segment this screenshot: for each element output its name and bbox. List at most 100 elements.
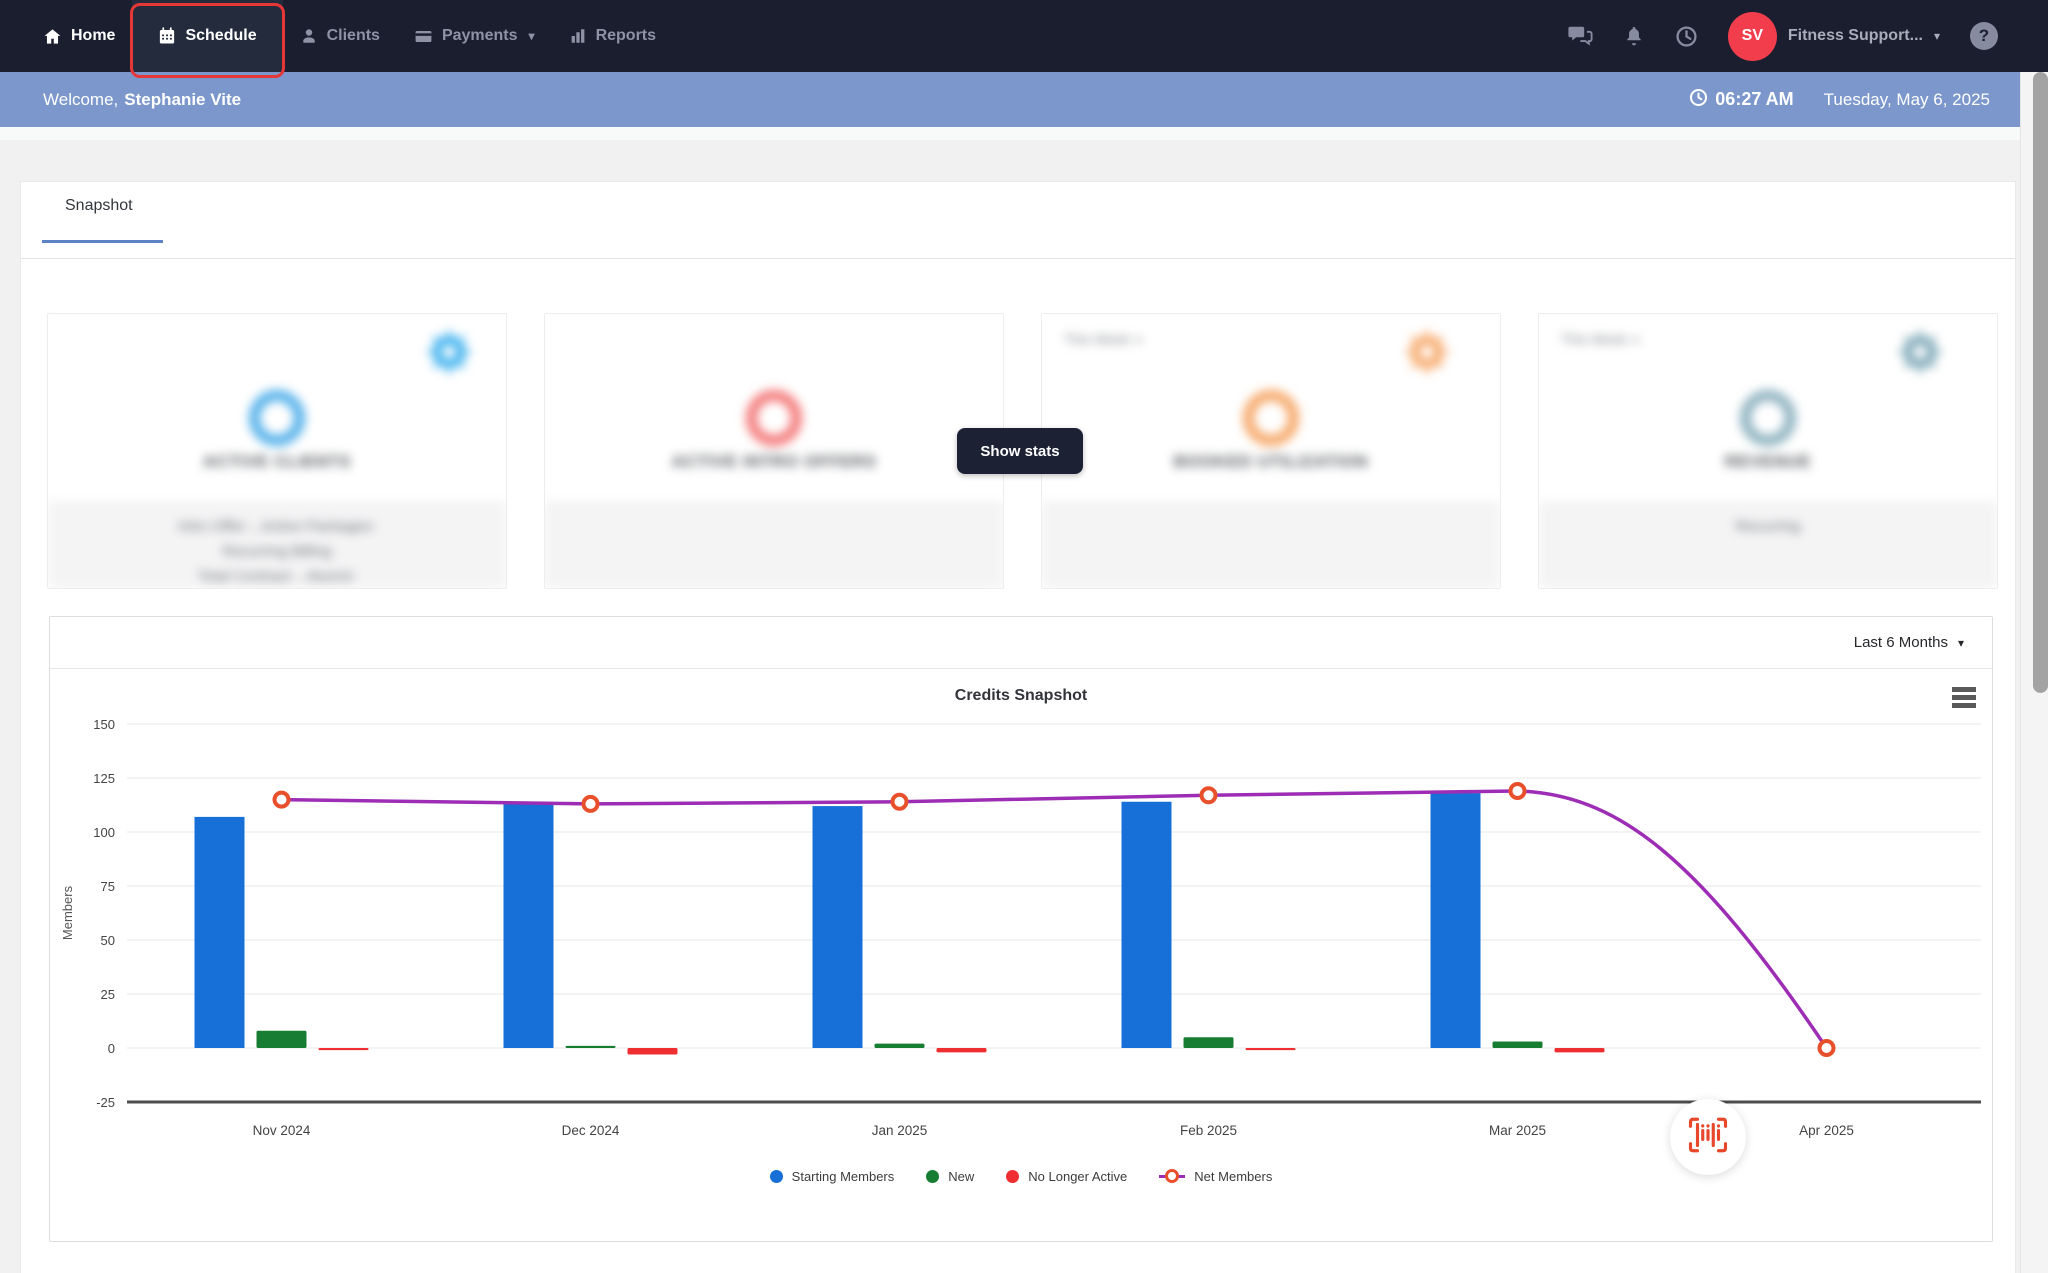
tab-active-underline xyxy=(42,240,163,243)
stat-card-title: ACTIVE CLIENTS xyxy=(202,452,352,471)
card-range-label: This Week xyxy=(1064,331,1130,347)
chart-title: Credits Snapshot xyxy=(954,687,1088,704)
stat-card-title: BOOKED UTILIZATION xyxy=(1173,452,1369,471)
nav-schedule-wrapper: Schedule xyxy=(130,0,285,78)
legend-swatch xyxy=(1006,1169,1020,1183)
y-tick-label: 100 xyxy=(93,825,115,840)
net-members-marker xyxy=(1817,1039,1836,1057)
account-menu[interactable]: SV Fitness Support... ▾ xyxy=(1727,11,1940,61)
y-tick-label: 25 xyxy=(101,987,115,1002)
caret-down-icon: ▾ xyxy=(1135,333,1142,347)
legend-label: No Longer Active xyxy=(1028,1168,1128,1184)
nav-item-label: Reports xyxy=(595,27,657,44)
x-tick-label: Nov 2024 xyxy=(253,1123,311,1138)
gear-icon[interactable] xyxy=(1898,330,1942,374)
stat-card-booked-utilization: This Week ▾ BOOKED UTILIZATION xyxy=(1041,313,1501,589)
show-stats-button[interactable]: Show stats xyxy=(957,428,1083,474)
welcome-greeting: Welcome, xyxy=(43,89,119,109)
person-icon xyxy=(300,27,318,45)
y-tick-label: 75 xyxy=(101,879,115,894)
bar-starting-members xyxy=(1121,801,1172,1048)
x-tick-label: Apr 2025 xyxy=(1799,1123,1854,1138)
legend-item-new: New xyxy=(926,1169,974,1184)
welcome-bar: Welcome, Stephanie Vite 06:27 AM Tuesday… xyxy=(0,72,2048,127)
card-range-dropdown[interactable]: This Week ▾ xyxy=(1064,331,1142,347)
stat-ring xyxy=(1740,390,1796,446)
chat-icon[interactable] xyxy=(1567,24,1593,48)
current-time: 06:27 AM xyxy=(1689,88,1794,112)
footer-line: Recurring Billing xyxy=(222,543,332,560)
legend-item-no-longer-active: No Longer Active xyxy=(1006,1169,1127,1184)
bar-new xyxy=(256,1030,307,1048)
caret-down-icon: ▾ xyxy=(1957,635,1964,650)
net-members-marker xyxy=(272,790,291,809)
bar-new xyxy=(874,1043,925,1048)
nav-item-schedule[interactable]: Schedule xyxy=(132,0,283,72)
card-blurred-content: ACTIVE CLIENTS Intro Offer: , Active Pac… xyxy=(48,314,506,588)
tab-divider xyxy=(21,258,2015,259)
bar-starting-members xyxy=(1430,793,1481,1048)
nav-item-label: Clients xyxy=(326,27,380,44)
avatar[interactable]: SV xyxy=(1727,11,1777,61)
stat-ring xyxy=(1243,390,1299,446)
legend-swatch xyxy=(769,1169,783,1183)
clock-history-icon[interactable] xyxy=(1675,25,1698,48)
caret-down-icon: ▾ xyxy=(1933,29,1940,43)
net-members-marker xyxy=(1199,786,1218,805)
top-navbar: Home Schedule Clients Payments ▾ xyxy=(0,0,2048,78)
nav-item-payments[interactable]: Payments ▾ xyxy=(397,0,552,72)
calendar-icon xyxy=(158,27,176,45)
y-axis-title: Members xyxy=(60,885,75,940)
stat-card-footer xyxy=(545,501,1003,588)
bar-new xyxy=(565,1045,616,1048)
bar-starting-members xyxy=(503,803,554,1048)
clock-icon xyxy=(1689,88,1708,112)
tab-snapshot[interactable]: Snapshot xyxy=(65,197,133,214)
stat-card-active-clients: ACTIVE CLIENTS Intro Offer: , Active Pac… xyxy=(47,313,507,589)
nav-item-clients[interactable]: Clients xyxy=(283,0,397,72)
chart-range-dropdown[interactable]: Last 6 Months ▾ xyxy=(1854,634,1964,651)
bar-chart-icon xyxy=(569,27,587,45)
x-tick-label: Mar 2025 xyxy=(1489,1123,1546,1138)
credits-snapshot-chart: 150 125 100 75 50 25 0 -25 Members Nov 2024 Dec 20… xyxy=(60,717,1981,1138)
nav-item-reports[interactable]: Reports xyxy=(552,0,673,72)
home-icon xyxy=(43,27,62,46)
chart-header: Last 6 Months ▾ xyxy=(50,617,1992,669)
stat-card-footer: Intro Offer: , Active Packages: Recurrin… xyxy=(48,501,506,588)
chart-menu-icon[interactable] xyxy=(1952,687,1976,711)
card-range-dropdown[interactable]: This Week ▾ xyxy=(1561,331,1639,347)
barcode-logo-icon xyxy=(1685,1114,1731,1161)
bar-no-longer-active xyxy=(1245,1048,1296,1051)
y-tick-label: -25 xyxy=(96,1095,115,1110)
caret-down-icon: ▾ xyxy=(1632,333,1639,347)
net-members-marker xyxy=(1508,781,1527,800)
stat-ring xyxy=(249,390,305,446)
page-scrollbar-thumb[interactable] xyxy=(2033,72,2048,693)
stat-card-title: ACTIVE INTRO OFFERS xyxy=(671,452,877,471)
card-blurred-content: ACTIVE INTRO OFFERS xyxy=(545,314,1003,588)
help-button[interactable]: ? xyxy=(1970,22,1998,50)
gear-icon[interactable] xyxy=(1405,330,1449,374)
stat-card-revenue: This Week ▾ REVENUE Recurring xyxy=(1538,313,1998,589)
bar-no-longer-active xyxy=(936,1048,987,1053)
legend-label: New xyxy=(948,1168,975,1184)
footer-line: Recurring xyxy=(1735,518,1801,535)
nav-item-home[interactable]: Home xyxy=(26,0,132,72)
legend-swatch xyxy=(1159,1169,1186,1183)
credits-snapshot-card: Last 6 Months ▾ Credits Snapshot 150 125 1… xyxy=(49,616,1993,1242)
stat-card-footer xyxy=(1042,501,1500,588)
stat-card-title: REVENUE xyxy=(1724,452,1812,471)
x-tick-label: Dec 2024 xyxy=(562,1123,620,1138)
gear-icon[interactable] xyxy=(427,330,471,374)
welcome-user-name: Stephanie Vite xyxy=(124,89,242,109)
caret-down-icon: ▾ xyxy=(528,29,535,43)
bar-new xyxy=(1183,1037,1234,1048)
y-tick-label: 125 xyxy=(93,771,115,786)
bell-icon[interactable] xyxy=(1623,24,1645,48)
page-scrollbar-track[interactable] xyxy=(2020,72,2048,1273)
footer-line: Total Contract: , Alumni: xyxy=(197,568,357,585)
loading-logo-badge xyxy=(1670,1099,1746,1175)
account-name: Fitness Support... xyxy=(1787,27,1923,44)
current-date: Tuesday, May 6, 2025 xyxy=(1823,89,1990,109)
